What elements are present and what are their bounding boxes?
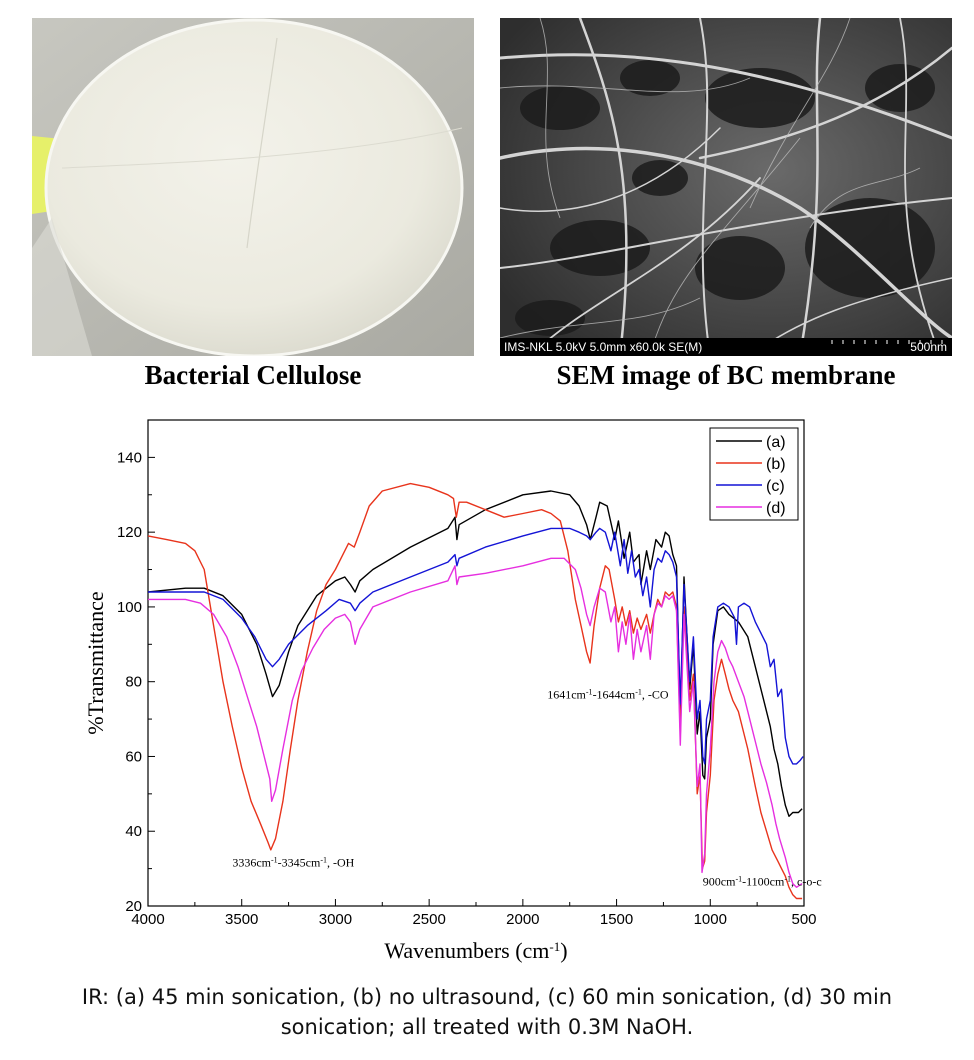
- y-axis: 20 40 60 80 100 120 140: [117, 449, 155, 915]
- sem-scale-label: 500nm: [910, 340, 947, 354]
- sem-scale-bar: [831, 340, 943, 344]
- x-tick-label: 1500: [600, 911, 633, 928]
- annotation-group-name: , c-o-c: [791, 874, 822, 888]
- x-axis-label-sup: -1: [549, 939, 560, 954]
- x-tick-label: 3000: [319, 911, 352, 928]
- y-axis-label: %Transmittance: [83, 591, 108, 734]
- legend-label: (b): [766, 456, 786, 473]
- sem-info-bar: [500, 338, 952, 356]
- annotation-unit-exponent: -1: [635, 687, 642, 696]
- annotation-group-name: , -CO: [642, 688, 669, 702]
- annotation-unit-exponent: -1: [320, 855, 327, 864]
- annotation-wavenumber-high: -1644cm: [593, 688, 636, 702]
- x-tick-label: 3500: [225, 911, 258, 928]
- peak-annotations: 3336cm-1-3345cm-1, -OH1641cm-1-1644cm-1,…: [232, 687, 821, 888]
- annotation-unit-exponent: -1: [271, 855, 278, 864]
- annotation-unit-exponent: -1: [784, 874, 791, 883]
- x-axis-label-end: ): [560, 938, 567, 963]
- x-axis-label: Wavenumbers (cm-1): [384, 938, 567, 963]
- caption-line-2: sonication; all treated with 0.3M NaOH.: [280, 1015, 694, 1039]
- figure-caption: IR: (a) 45 min sonication, (b) no ultras…: [0, 982, 974, 1042]
- y-tick-label: 60: [125, 748, 142, 765]
- annotation-unit-exponent: -1: [735, 874, 742, 883]
- caption-line-1: IR: (a) 45 min sonication, (b) no ultras…: [81, 985, 893, 1009]
- annotation-wavenumber-low: 3336cm: [232, 856, 271, 870]
- bacterial-cellulose-photo: [32, 18, 474, 356]
- bc-photo-label: Bacterial Cellulose: [144, 360, 362, 390]
- series-line-3: [148, 527, 804, 765]
- annotation-wavenumber-high: -3345cm: [278, 856, 321, 870]
- peak-annotation: 1641cm-1-1644cm-1, -CO: [547, 687, 669, 702]
- series-lines: [147, 482, 804, 900]
- legend: (a) (b) (c) (d): [709, 427, 799, 521]
- y-tick-label: 100: [117, 599, 142, 616]
- y-tick-label: 40: [125, 823, 142, 840]
- bacterial-cellulose-illustration: [32, 18, 474, 356]
- y-tick-label: 80: [125, 674, 142, 691]
- annotation-wavenumber-high: -1100cm: [742, 874, 785, 888]
- x-axis: 4000 3500 3000 2500 2000 1500 1000 500: [131, 899, 817, 928]
- y-tick-label: 120: [117, 524, 142, 541]
- legend-label: (c): [766, 478, 785, 495]
- peak-annotation: 900cm-1-1100cm-1, c-o-c: [703, 874, 822, 889]
- series-line-2: [147, 482, 803, 900]
- cellulose-disc: [46, 20, 462, 356]
- annotation-group-name: , -OH: [327, 856, 355, 870]
- annotation-unit-exponent: -1: [586, 687, 593, 696]
- sem-info-text: IMS-NKL 5.0kV 5.0mm x60.0k SE(M): [504, 340, 702, 354]
- sem-image-label: SEM image of BC membrane: [556, 360, 896, 390]
- y-tick-label: 20: [125, 898, 142, 915]
- legend-label: (a): [766, 434, 786, 451]
- sem-fiber-network: IMS-NKL 5.0kV 5.0mm x60.0k SE(M) 500nm: [500, 18, 952, 356]
- x-tick-label: 500: [791, 911, 816, 928]
- legend-label: (d): [766, 500, 786, 517]
- x-tick-label: 4000: [131, 911, 164, 928]
- x-tick-label: 2500: [412, 911, 445, 928]
- x-tick-label: 1000: [694, 911, 727, 928]
- x-tick-label: 2000: [506, 911, 539, 928]
- legend-box: [709, 427, 799, 521]
- x-axis-label-main: Wavenumbers (cm: [384, 938, 549, 963]
- y-tick-label: 140: [117, 449, 142, 466]
- peak-annotation: 3336cm-1-3345cm-1, -OH: [232, 855, 354, 870]
- annotation-wavenumber-low: 1641cm: [547, 688, 586, 702]
- ir-spectrum-chart: 20 40 60 80 100 120 140 4000 3500 3000 2500 2000 15…: [83, 419, 822, 963]
- annotation-wavenumber-low: 900cm: [703, 874, 736, 888]
- series-line-4: [148, 557, 803, 888]
- sem-image: IMS-NKL 5.0kV 5.0mm x60.0k SE(M) 500nm: [500, 18, 952, 356]
